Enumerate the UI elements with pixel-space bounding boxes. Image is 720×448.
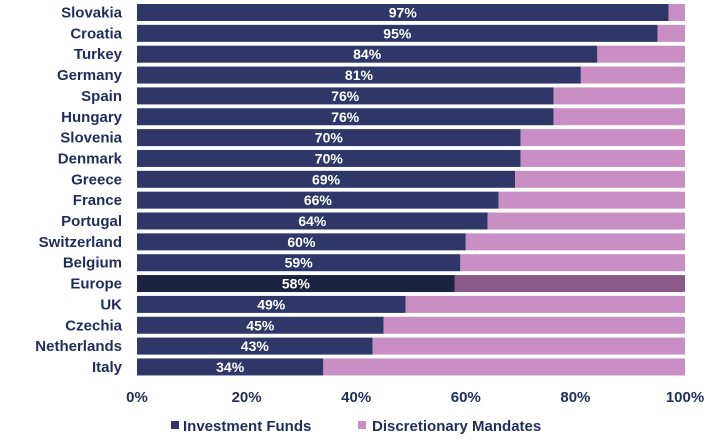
value-label-spain: 76% bbox=[331, 88, 360, 104]
x-tick-label: 60% bbox=[451, 389, 481, 406]
legend: Investment Funds Discretionary Mandates bbox=[171, 418, 541, 435]
value-label-italy: 34% bbox=[216, 359, 245, 375]
value-label-switzerland: 60% bbox=[287, 234, 316, 250]
value-label-croatia: 95% bbox=[383, 25, 412, 41]
value-label-france: 66% bbox=[304, 192, 333, 208]
category-label-spain: Spain bbox=[81, 88, 122, 105]
bar-discretionary-mandates-spain bbox=[553, 87, 685, 105]
category-label-croatia: Croatia bbox=[70, 25, 122, 42]
bar-investment-funds-uk bbox=[137, 295, 406, 313]
bar-investment-funds-netherlands bbox=[137, 337, 373, 355]
bars-group: 97% 95%84% 81% 76% 76% 70% 70% 69% 66% 64% 60% 59% 5… bbox=[137, 4, 685, 376]
bar-investment-funds-italy bbox=[137, 358, 324, 376]
bar-discretionary-mandates-uk bbox=[405, 295, 685, 313]
bar-investment-funds-belgium bbox=[137, 254, 461, 272]
value-label-denmark: 70% bbox=[315, 150, 344, 166]
category-label-switzerland: Switzerland bbox=[39, 234, 122, 251]
bar-investment-funds-portugal bbox=[137, 212, 488, 230]
value-label-slovenia: 70% bbox=[315, 130, 344, 146]
value-label-uk: 49% bbox=[257, 296, 286, 312]
bar-discretionary-mandates-switzerland bbox=[465, 233, 685, 251]
bar-investment-funds-greece bbox=[137, 170, 516, 188]
bar-investment-funds-czechia bbox=[137, 316, 384, 334]
value-label-netherlands: 43% bbox=[241, 338, 270, 354]
bar-discretionary-mandates-europe bbox=[454, 275, 685, 293]
category-label-denmark: Denmark bbox=[58, 150, 123, 167]
category-label-czechia: Czechia bbox=[65, 317, 122, 334]
bar-discretionary-mandates-slovenia bbox=[520, 129, 685, 147]
bar-discretionary-mandates-hungary bbox=[553, 108, 685, 126]
value-label-greece: 69% bbox=[312, 171, 341, 187]
legend-label-investment-funds: Investment Funds bbox=[183, 418, 311, 435]
bar-discretionary-mandates-netherlands bbox=[372, 337, 685, 355]
bar-discretionary-mandates-germany bbox=[580, 66, 685, 84]
category-label-uk: UK bbox=[100, 296, 122, 313]
bar-investment-funds-turkey bbox=[137, 45, 598, 63]
category-label-europe: Europe bbox=[70, 276, 122, 293]
bar-investment-funds-germany bbox=[137, 66, 581, 84]
bar-discretionary-mandates-denmark bbox=[520, 149, 685, 167]
bar-discretionary-mandates-greece bbox=[515, 170, 685, 188]
category-label-slovakia: Slovakia bbox=[61, 5, 123, 22]
bar-investment-funds-croatia bbox=[137, 24, 658, 42]
bar-investment-funds-europe bbox=[137, 275, 455, 293]
category-label-italy: Italy bbox=[92, 359, 123, 376]
value-label-czechia: 45% bbox=[246, 317, 275, 333]
bar-discretionary-mandates-turkey bbox=[597, 45, 685, 63]
bar-investment-funds-denmark bbox=[137, 149, 521, 167]
value-label-turkey: 84% bbox=[353, 46, 382, 62]
category-label-france: France bbox=[73, 192, 122, 209]
value-label-hungary: 76% bbox=[331, 109, 360, 125]
x-tick-label: 40% bbox=[341, 389, 371, 406]
value-label-belgium: 59% bbox=[285, 255, 314, 271]
x-tick-label: 80% bbox=[560, 389, 590, 406]
x-tick-label: 20% bbox=[232, 389, 262, 406]
bar-discretionary-mandates-czechia bbox=[383, 316, 685, 334]
x-tick-label: 0% bbox=[126, 389, 148, 406]
value-label-europe: 58% bbox=[282, 276, 311, 292]
category-label-hungary: Hungary bbox=[61, 109, 123, 126]
bar-investment-funds-slovakia bbox=[137, 4, 669, 21]
bar-investment-funds-spain bbox=[137, 87, 554, 105]
x-tick-label: 100% bbox=[666, 389, 704, 406]
category-label-portugal: Portugal bbox=[61, 213, 122, 230]
bar-investment-funds-france bbox=[137, 191, 499, 209]
category-label-belgium: Belgium bbox=[63, 255, 122, 272]
bar-discretionary-mandates-italy bbox=[323, 358, 685, 376]
category-label-turkey: Turkey bbox=[74, 46, 123, 63]
bar-discretionary-mandates-slovakia bbox=[668, 4, 685, 21]
bar-discretionary-mandates-portugal bbox=[487, 212, 685, 230]
bar-discretionary-mandates-croatia bbox=[657, 24, 685, 42]
bar-investment-funds-hungary bbox=[137, 108, 554, 126]
bar-discretionary-mandates-france bbox=[498, 191, 685, 209]
legend-swatch-investment-funds bbox=[171, 421, 179, 429]
value-label-portugal: 64% bbox=[298, 213, 327, 229]
value-label-slovakia: 97% bbox=[389, 5, 418, 21]
category-label-germany: Germany bbox=[57, 67, 123, 84]
bar-investment-funds-switzerland bbox=[137, 233, 466, 251]
category-label-netherlands: Netherlands bbox=[35, 338, 122, 355]
legend-swatch-discretionary-mandates bbox=[358, 421, 366, 429]
value-label-germany: 81% bbox=[345, 67, 374, 83]
category-label-slovenia: Slovenia bbox=[60, 130, 122, 147]
category-label-greece: Greece bbox=[71, 171, 122, 188]
x-axis-ticks: 0% 20% 40% 60% 80% 100% bbox=[126, 389, 704, 406]
bar-investment-funds-slovenia bbox=[137, 129, 521, 147]
legend-label-discretionary-mandates: Discretionary Mandates bbox=[372, 418, 541, 435]
category-labels: Slovakia Croatia Turkey Germany Spain Hungary… bbox=[35, 5, 122, 376]
bar-discretionary-mandates-belgium bbox=[460, 254, 685, 272]
